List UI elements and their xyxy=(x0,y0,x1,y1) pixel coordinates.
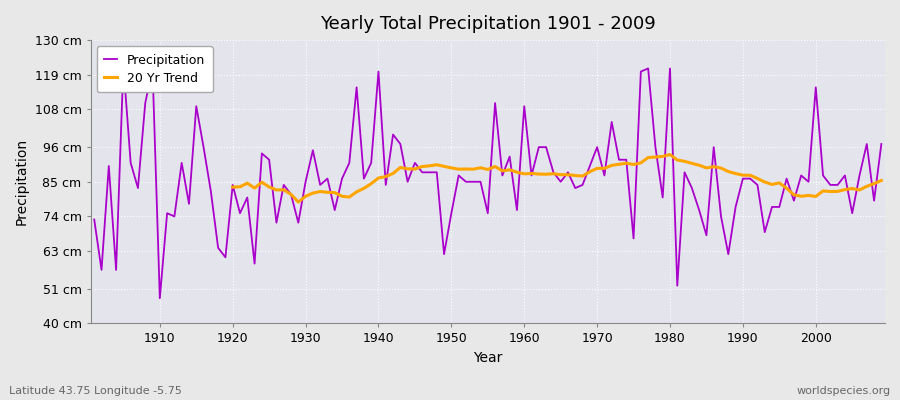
Precipitation xyxy=(365,160,376,165)
Precipitation xyxy=(118,63,129,68)
Line: 20 Yr Trend: 20 Yr Trend xyxy=(233,154,881,202)
20 Yr Trend xyxy=(292,200,303,204)
20 Yr Trend xyxy=(322,190,333,195)
Precipitation xyxy=(162,211,173,216)
20 Yr Trend xyxy=(694,163,705,168)
Title: Yearly Total Precipitation 1901 - 2009: Yearly Total Precipitation 1901 - 2009 xyxy=(320,15,656,33)
Precipitation xyxy=(621,157,632,162)
Line: Precipitation: Precipitation xyxy=(94,65,881,298)
Text: Latitude 43.75 Longitude -5.75: Latitude 43.75 Longitude -5.75 xyxy=(9,386,182,396)
Legend: Precipitation, 20 Yr Trend: Precipitation, 20 Yr Trend xyxy=(97,46,212,92)
Precipitation xyxy=(876,142,886,146)
Y-axis label: Precipitation: Precipitation xyxy=(15,138,29,225)
Precipitation xyxy=(534,145,544,150)
Text: worldspecies.org: worldspecies.org xyxy=(796,386,891,396)
20 Yr Trend xyxy=(431,162,442,167)
Precipitation xyxy=(526,173,537,178)
Precipitation xyxy=(322,176,333,181)
20 Yr Trend xyxy=(228,185,238,190)
20 Yr Trend xyxy=(664,152,675,157)
20 Yr Trend xyxy=(796,194,806,199)
X-axis label: Year: Year xyxy=(473,351,502,365)
20 Yr Trend xyxy=(861,184,872,189)
20 Yr Trend xyxy=(781,186,792,191)
Precipitation xyxy=(89,217,100,222)
20 Yr Trend xyxy=(876,178,886,183)
Precipitation xyxy=(155,296,166,301)
